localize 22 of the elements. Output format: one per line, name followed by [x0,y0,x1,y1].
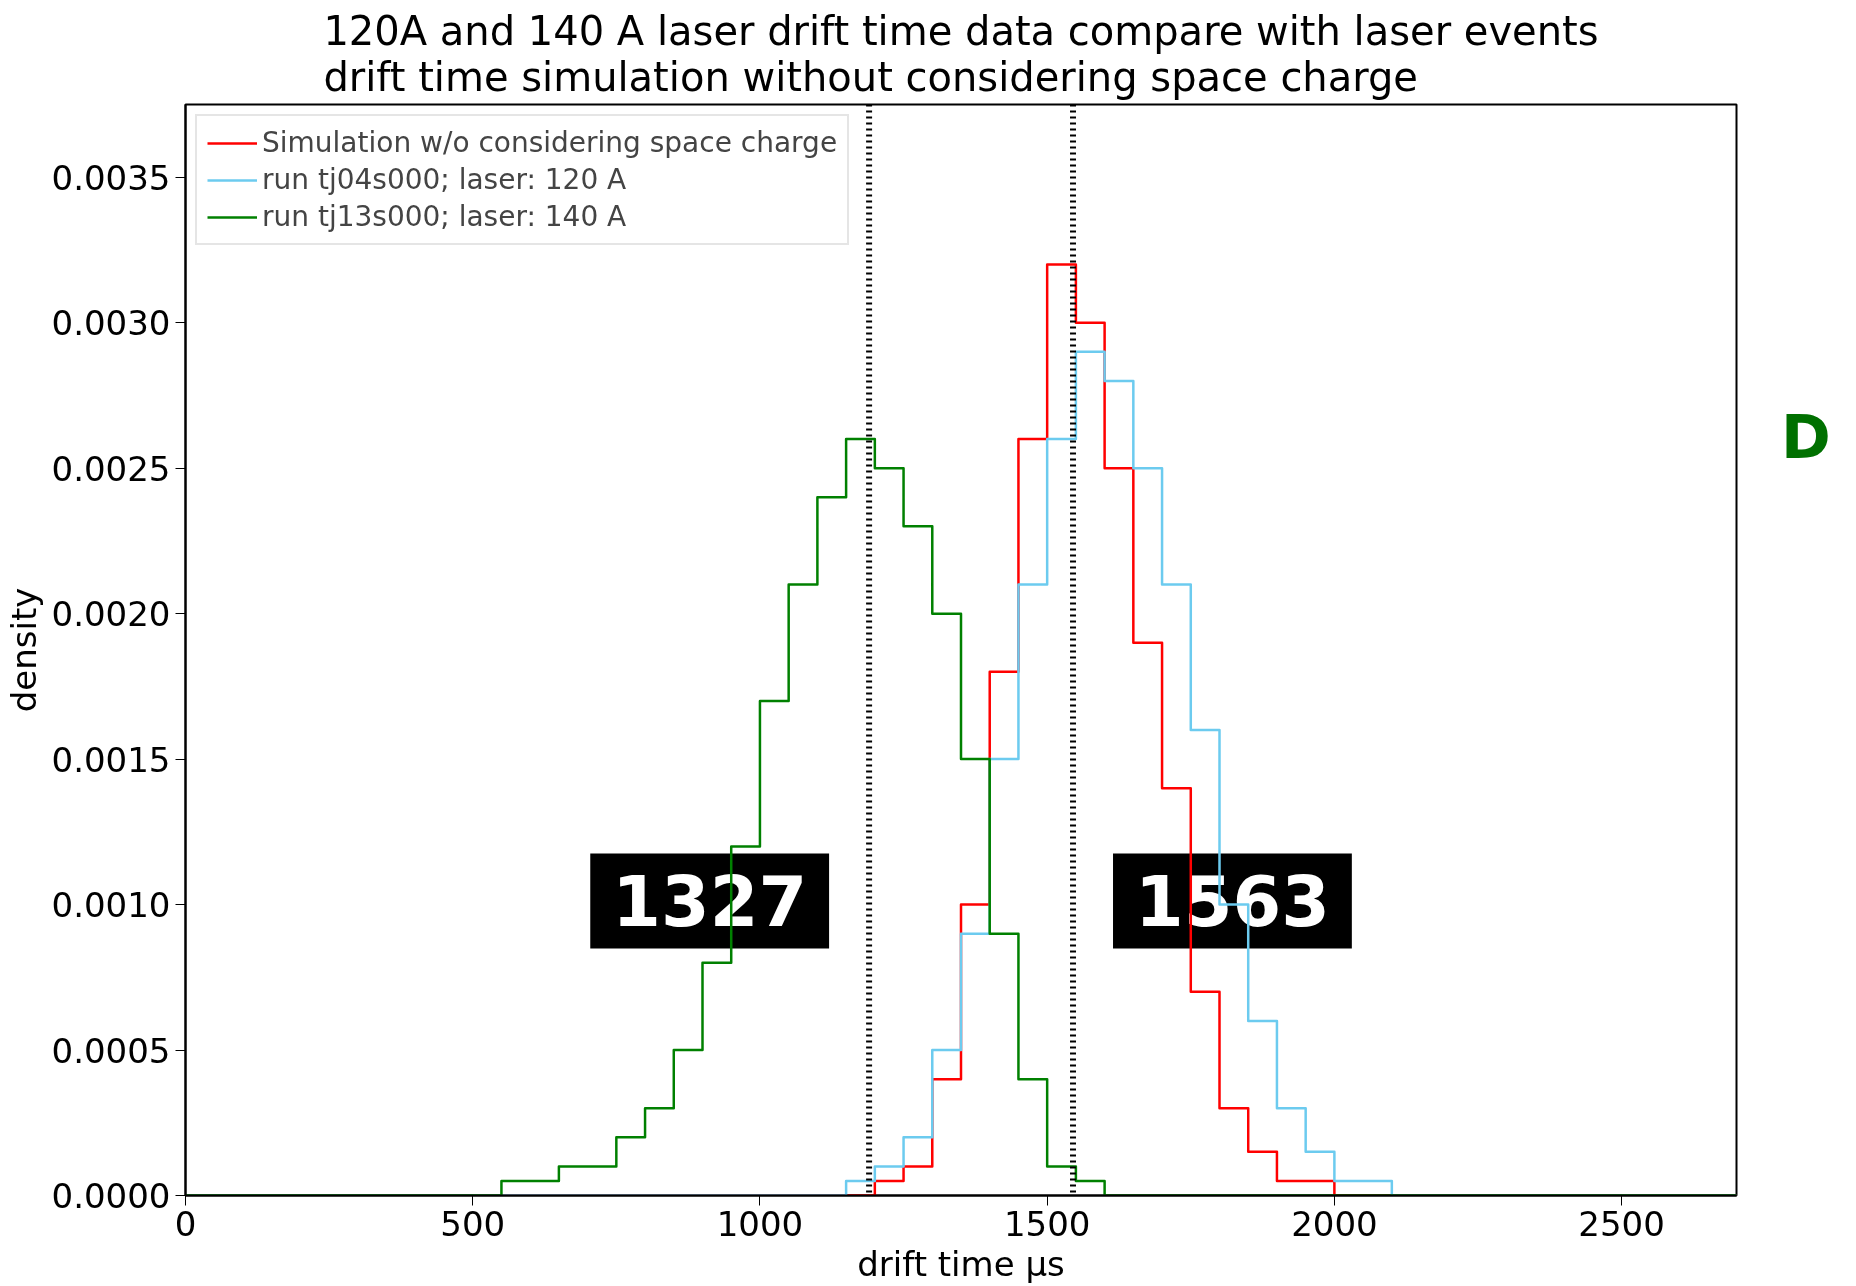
x-tick-label: 0 [174,1203,197,1244]
x-axis-title: drift time µs [857,1243,1065,1284]
x-tick-label: 1500 [1003,1203,1091,1244]
legend-label: run tj04s000; laser: 120 A [262,163,627,196]
y-tick-label: 0.0030 [51,303,171,344]
chart-title: 120A and 140 A laser drift time data compare with laser events drift time simulation without considering space charge [323,7,1599,100]
y-tick-label: 0.0020 [51,594,171,635]
y-tick-label: 0.0000 [51,1176,171,1216]
y-axis-title: density [3,587,44,713]
y-tick-label: 0.0035 [51,157,171,198]
y-tick-label: 0.0015 [51,739,171,780]
text: D [1781,401,1831,474]
annotation: 1327 [612,861,808,944]
x-tick-label: 500 [440,1203,506,1244]
x-tick-label: 2500 [1578,1203,1665,1244]
legend-label: Simulation w/o considering space charge [262,126,838,159]
x-tick-label: 1000 [716,1203,804,1244]
y-tick-label: 0.0025 [51,448,171,489]
legend-label: run tj13s000; laser: 140 A [262,200,627,233]
y-tick-label: 0.0010 [51,885,171,926]
y-tick-label: 0.0005 [51,1030,171,1071]
x-tick-label: 2000 [1291,1203,1378,1244]
